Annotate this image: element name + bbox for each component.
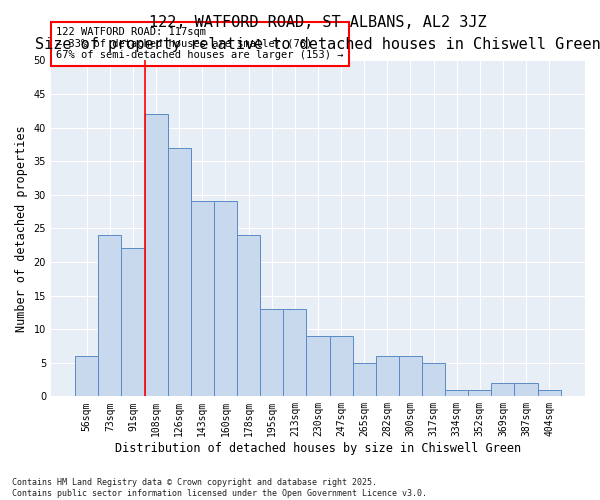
Bar: [167, 148, 191, 396]
Bar: [307, 336, 329, 396]
Bar: [237, 235, 260, 396]
Bar: [98, 235, 121, 396]
Title: 122, WATFORD ROAD, ST ALBANS, AL2 3JZ
Size of property relative to detached hous: 122, WATFORD ROAD, ST ALBANS, AL2 3JZ Si…: [35, 15, 600, 52]
Bar: [353, 362, 376, 396]
Bar: [399, 356, 422, 397]
X-axis label: Distribution of detached houses by size in Chiswell Green: Distribution of detached houses by size …: [115, 442, 521, 455]
Bar: [468, 390, 491, 396]
Bar: [121, 248, 145, 396]
Bar: [283, 309, 307, 396]
Bar: [191, 202, 214, 396]
Bar: [491, 383, 514, 396]
Bar: [538, 390, 561, 396]
Bar: [376, 356, 399, 397]
Bar: [260, 309, 283, 396]
Bar: [214, 202, 237, 396]
Text: Contains HM Land Registry data © Crown copyright and database right 2025.
Contai: Contains HM Land Registry data © Crown c…: [12, 478, 427, 498]
Bar: [145, 114, 167, 397]
Bar: [75, 356, 98, 397]
Bar: [514, 383, 538, 396]
Y-axis label: Number of detached properties: Number of detached properties: [15, 125, 28, 332]
Bar: [329, 336, 353, 396]
Text: 122 WATFORD ROAD: 117sqm
← 33% of detached houses are smaller (76)
67% of semi-d: 122 WATFORD ROAD: 117sqm ← 33% of detach…: [56, 27, 344, 60]
Bar: [422, 362, 445, 396]
Bar: [445, 390, 468, 396]
